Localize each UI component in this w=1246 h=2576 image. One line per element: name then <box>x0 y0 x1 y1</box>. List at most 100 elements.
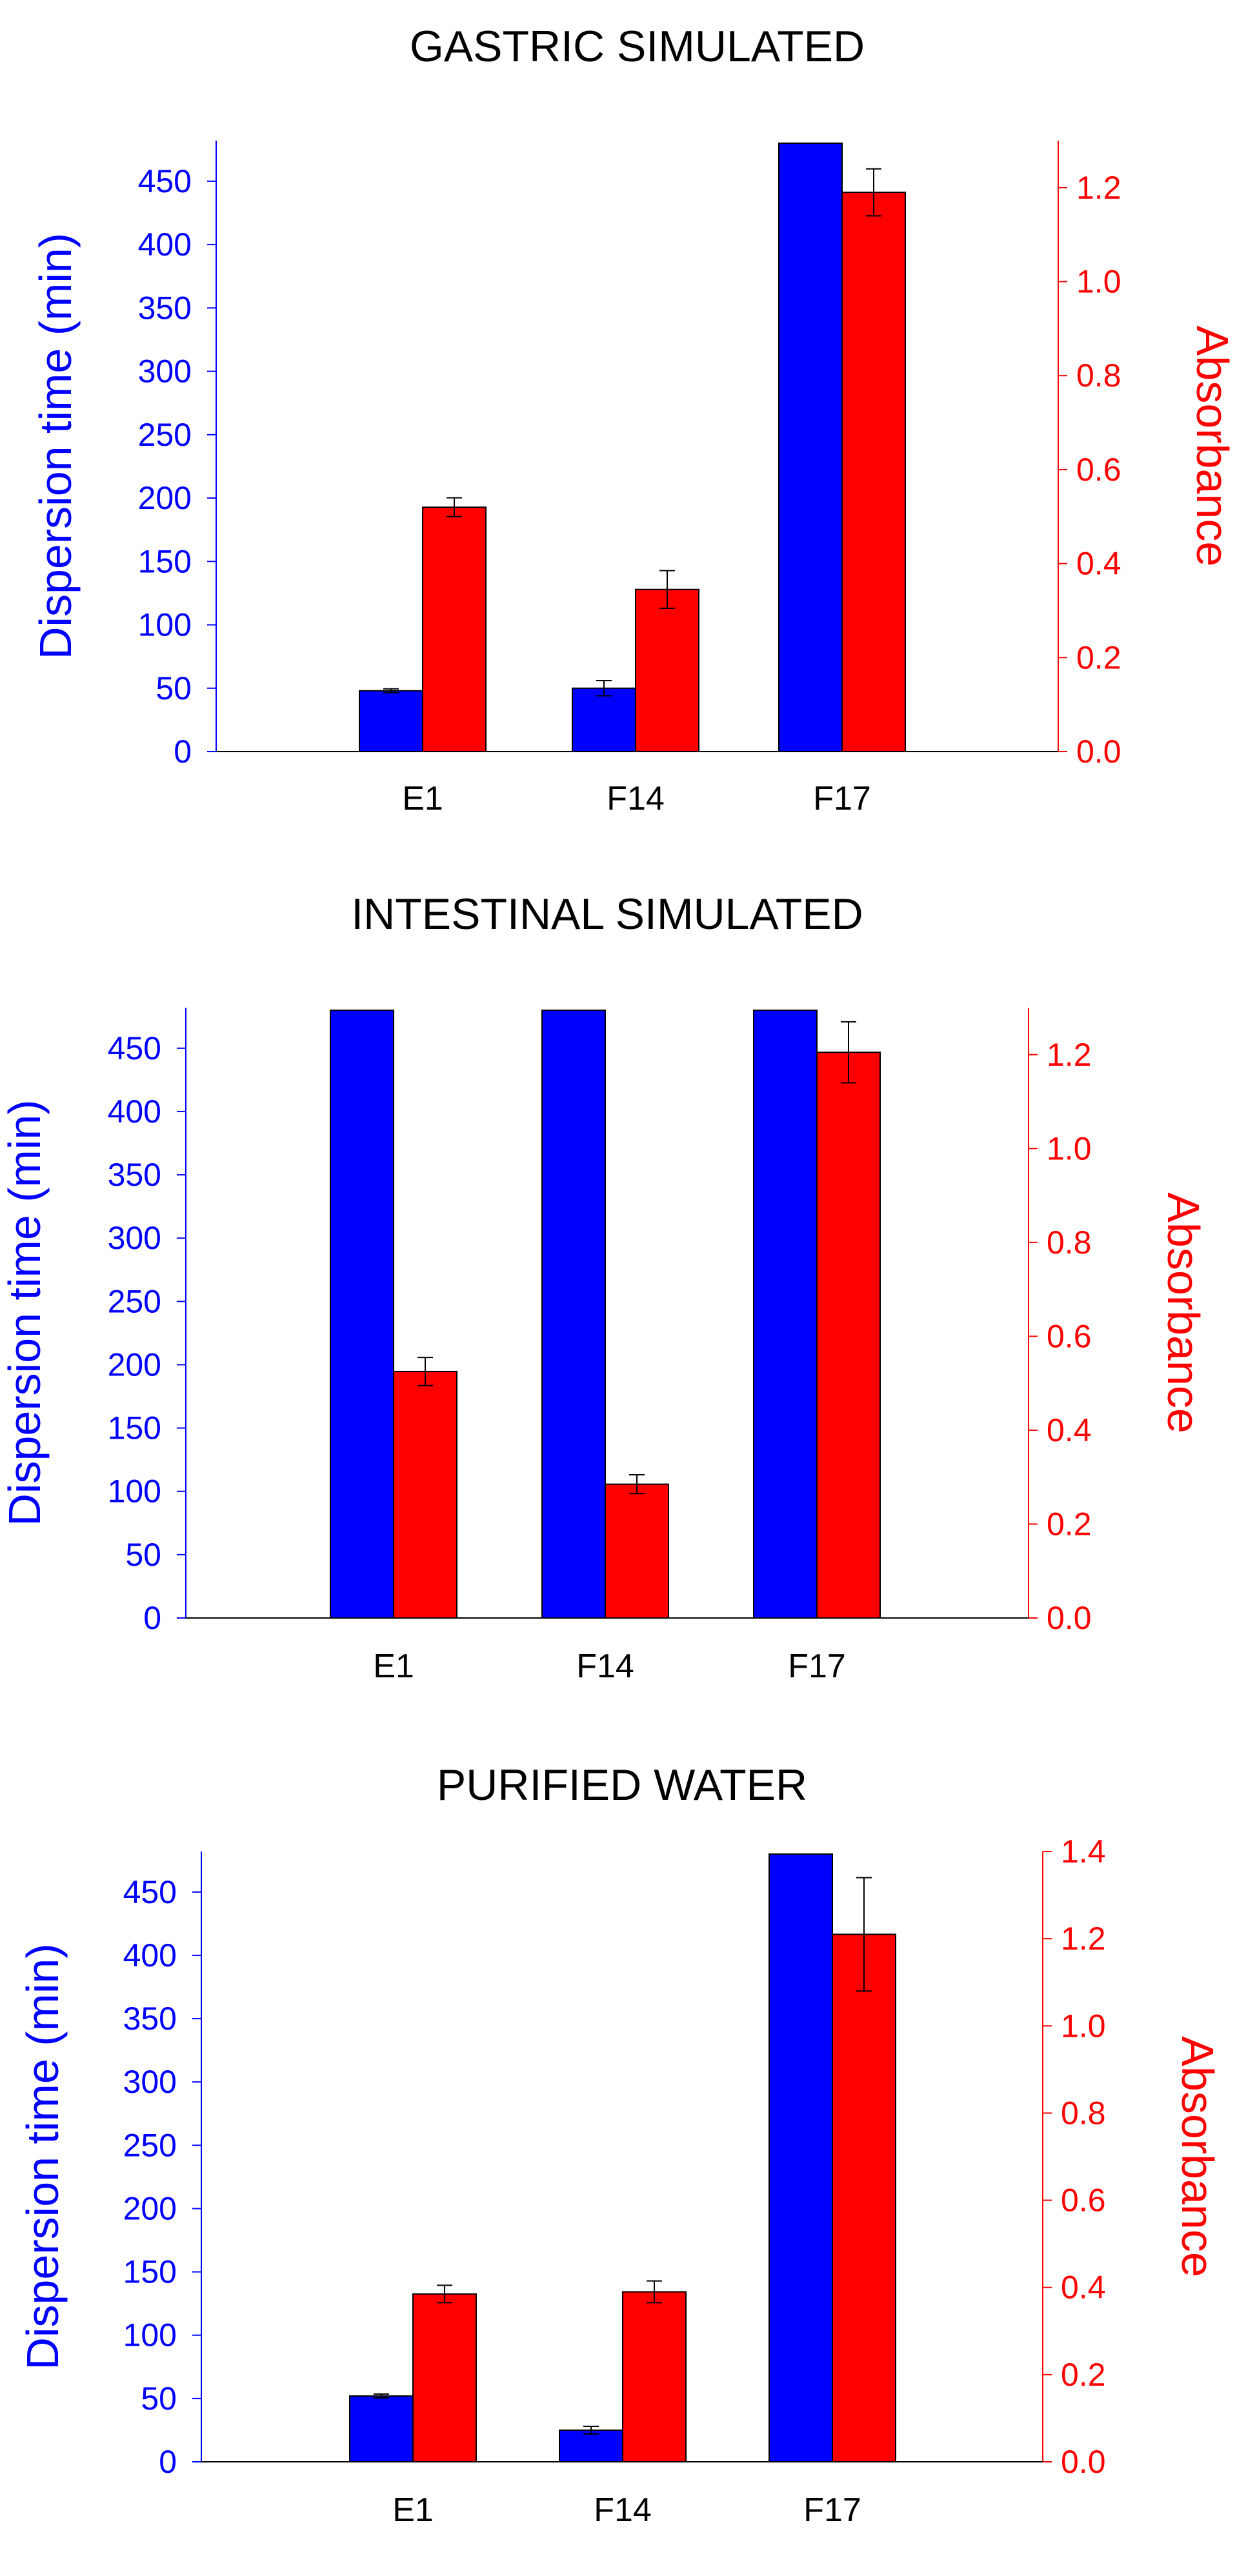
dispersion-time-bar-e1 <box>349 2395 414 2462</box>
left-y-tick-label: 400 <box>138 226 192 263</box>
x-tick-label-f14: F14 <box>594 2491 652 2529</box>
dispersion-time-bar-f14 <box>572 687 636 752</box>
right-y-tick-label: 0.4 <box>1061 2270 1106 2306</box>
right-y-tick-label: 0.8 <box>1061 2095 1106 2131</box>
right-y-tick-label: 0.2 <box>1076 639 1121 675</box>
dispersion-time-bar-f14 <box>559 2429 623 2462</box>
left-y-tick-label: 250 <box>123 2127 177 2163</box>
left-y-tick-label: 150 <box>123 2254 177 2290</box>
right-y-axis-label: Absorbance <box>1158 1192 1209 1433</box>
left-y-axis-label: Dispersion time (min) <box>30 233 81 659</box>
absorbance-bar-f17 <box>816 1052 881 1619</box>
right-y-tick-label: 1.0 <box>1061 2008 1106 2044</box>
absorbance-error-bar-f14 <box>659 570 675 609</box>
right-y-tick-label: 1.4 <box>1061 1833 1106 1870</box>
left-y-tick-label: 150 <box>138 543 192 579</box>
left-y-tick-label: 50 <box>141 2381 177 2417</box>
left-y-axis-label: Dispersion time (min) <box>0 1099 50 1526</box>
absorbance-error-bar-f14 <box>647 2280 662 2304</box>
x-tick-label-e1: E1 <box>392 2491 434 2529</box>
left-y-axis-label: Dispersion time (min) <box>17 1943 68 2370</box>
absorbance-bar-e1 <box>393 1370 457 1619</box>
absorbance-error-bar-e1 <box>417 1357 433 1386</box>
right-y-tick-label: 0.4 <box>1047 1412 1092 1448</box>
absorbance-bar-f17 <box>832 1933 896 2462</box>
right-y-tick-label: 1.2 <box>1061 1921 1106 1957</box>
absorbance-error-bar-f14 <box>629 1474 645 1495</box>
right-y-tick-label: 1.2 <box>1076 170 1121 206</box>
absorbance-error-bar-e1 <box>447 497 462 517</box>
absorbance-error-bar-f17 <box>841 1021 856 1084</box>
dispersion-time-bar-f14 <box>541 1009 606 1619</box>
x-tick-label-f14: F14 <box>607 780 665 817</box>
x-tick-label-e1: E1 <box>373 1648 414 1685</box>
chart-title: PURIFIED WATER <box>437 1761 807 1810</box>
left-y-tick-label: 0 <box>159 2444 177 2480</box>
dispersion-time-bar-f17 <box>753 1009 818 1619</box>
absorbance-error-bar-f17 <box>866 168 881 217</box>
absorbance-error-bar-f17 <box>856 1877 872 1992</box>
right-y-tick-label: 1.0 <box>1047 1130 1092 1166</box>
right-y-axis-label: Absorbance <box>1187 326 1238 567</box>
left-y-tick-label: 450 <box>108 1030 161 1066</box>
left-y-tick-label: 50 <box>125 1537 161 1573</box>
right-y-tick-label: 0.0 <box>1076 734 1121 770</box>
left-y-tick-label: 100 <box>123 2317 177 2353</box>
right-y-tick-label: 0.8 <box>1047 1224 1092 1261</box>
x-tick-label-f17: F17 <box>813 780 871 817</box>
absorbance-bar-f17 <box>841 192 906 752</box>
left-y-tick-label: 250 <box>108 1283 161 1319</box>
absorbance-bar-f14 <box>605 1483 669 1619</box>
right-y-tick-label: 0.8 <box>1076 357 1121 394</box>
right-y-tick-label: 0.0 <box>1061 2444 1106 2480</box>
left-y-tick-label: 300 <box>123 2064 177 2100</box>
dispersion-time-bar-e1 <box>330 1009 394 1619</box>
left-y-tick-label: 0 <box>143 1600 161 1636</box>
right-y-tick-label: 0.2 <box>1061 2357 1106 2393</box>
right-y-tick-label: 0.6 <box>1061 2182 1106 2219</box>
chart-title: INTESTINAL SIMULATED <box>351 890 863 939</box>
left-y-tick-label: 300 <box>108 1220 161 1256</box>
right-y-tick-label: 0.4 <box>1076 546 1121 582</box>
x-tick-label-f14: F14 <box>576 1648 634 1685</box>
absorbance-error-bar-e1 <box>437 2284 452 2304</box>
left-y-tick-label: 400 <box>108 1093 161 1130</box>
absorbance-bar-e1 <box>422 506 487 752</box>
left-y-tick-label: 100 <box>138 607 192 643</box>
left-y-tick-label: 0 <box>174 734 192 770</box>
left-y-tick-label: 150 <box>108 1410 161 1446</box>
right-y-tick-label: 0.0 <box>1047 1600 1092 1636</box>
dispersion-time-error-bar-f14 <box>596 679 612 697</box>
chart-panel-1: GASTRIC SIMULATED 0 50 100 150 200 250 300 350 40… <box>30 22 1238 817</box>
left-y-tick-label: 350 <box>123 2001 177 2037</box>
left-y-tick-label: 100 <box>108 1473 161 1510</box>
left-y-tick-label: 200 <box>123 2190 177 2226</box>
dispersion-time-bar-f17 <box>769 1853 833 2462</box>
left-y-tick-label: 400 <box>123 1937 177 1973</box>
dispersion-time-error-bar-f14 <box>583 2426 599 2435</box>
left-y-tick-label: 450 <box>123 1874 177 1910</box>
absorbance-bar-f14 <box>622 2291 687 2462</box>
left-y-tick-label: 200 <box>108 1346 161 1383</box>
x-tick-label-f17: F17 <box>803 2491 861 2529</box>
right-y-tick-label: 1.0 <box>1076 264 1121 300</box>
absorbance-bar-e1 <box>412 2293 477 2463</box>
dispersion-time-error-bar-e1 <box>374 2393 389 2399</box>
left-y-tick-label: 300 <box>138 354 192 390</box>
right-y-tick-label: 0.6 <box>1076 452 1121 488</box>
left-y-tick-label: 250 <box>138 417 192 453</box>
left-y-tick-label: 200 <box>138 480 192 516</box>
right-y-axis-label: Absorbance <box>1172 2036 1223 2277</box>
x-tick-label-e1: E1 <box>402 780 443 817</box>
chart-panel-3: PURIFIED WATER 0 50 100 150 200 250 300 350 400 45… <box>17 1761 1223 2529</box>
left-y-tick-label: 450 <box>138 163 192 199</box>
x-tick-label-f17: F17 <box>788 1648 846 1685</box>
dispersion-time-error-bar-e1 <box>383 688 399 694</box>
left-y-tick-label: 50 <box>156 670 192 706</box>
dispersion-time-bar-e1 <box>359 690 423 753</box>
absorbance-bar-f14 <box>635 588 699 753</box>
right-y-tick-label: 0.2 <box>1047 1506 1092 1542</box>
chart-title: GASTRIC SIMULATED <box>410 22 865 71</box>
right-y-tick-label: 0.6 <box>1047 1318 1092 1354</box>
